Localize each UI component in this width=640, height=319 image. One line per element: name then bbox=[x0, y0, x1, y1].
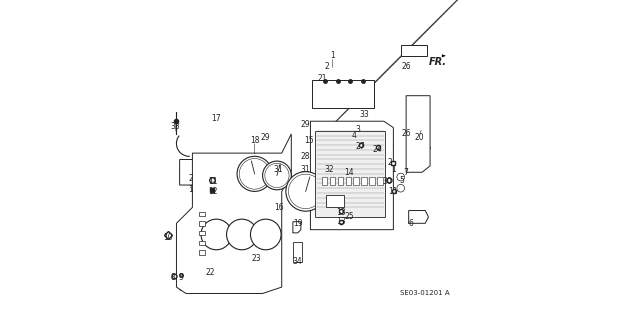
Text: FR.: FR. bbox=[428, 57, 446, 67]
Text: 1: 1 bbox=[330, 51, 335, 60]
Text: 27: 27 bbox=[355, 142, 365, 151]
Text: 29: 29 bbox=[301, 120, 310, 129]
Text: 11: 11 bbox=[209, 177, 218, 186]
Text: 1: 1 bbox=[188, 185, 193, 194]
Text: 26: 26 bbox=[401, 63, 411, 71]
Polygon shape bbox=[409, 211, 428, 223]
Text: 31: 31 bbox=[301, 165, 310, 174]
Text: 3: 3 bbox=[356, 125, 361, 134]
Bar bbox=[293, 242, 303, 262]
Text: SE03-01201 A: SE03-01201 A bbox=[401, 291, 450, 296]
Text: 11: 11 bbox=[388, 187, 398, 196]
Bar bbox=[337, 177, 343, 185]
Text: 16: 16 bbox=[274, 203, 284, 212]
Bar bbox=[353, 177, 359, 185]
Circle shape bbox=[265, 163, 289, 188]
Text: 1: 1 bbox=[391, 165, 396, 174]
Bar bbox=[200, 250, 205, 255]
Bar bbox=[401, 45, 427, 56]
Circle shape bbox=[397, 184, 404, 192]
Circle shape bbox=[227, 219, 257, 250]
Text: 12: 12 bbox=[209, 187, 218, 196]
Text: 19: 19 bbox=[293, 219, 303, 228]
Text: 24: 24 bbox=[372, 145, 382, 154]
Polygon shape bbox=[406, 96, 430, 172]
Circle shape bbox=[262, 161, 291, 190]
Polygon shape bbox=[310, 121, 394, 230]
Text: 21: 21 bbox=[318, 74, 327, 83]
Text: 33: 33 bbox=[360, 110, 369, 119]
Text: 14: 14 bbox=[344, 168, 353, 177]
Text: 13: 13 bbox=[337, 217, 346, 226]
Text: 4: 4 bbox=[352, 131, 357, 140]
Text: 13: 13 bbox=[337, 208, 346, 217]
Polygon shape bbox=[312, 80, 374, 108]
Bar bbox=[321, 177, 327, 185]
Text: 31: 31 bbox=[274, 165, 284, 174]
Text: 18: 18 bbox=[250, 136, 259, 145]
Text: 28: 28 bbox=[301, 152, 310, 161]
Circle shape bbox=[237, 156, 272, 191]
Text: 26: 26 bbox=[401, 130, 411, 138]
Text: 23: 23 bbox=[252, 254, 261, 263]
Text: 17: 17 bbox=[211, 114, 221, 122]
Text: 2: 2 bbox=[324, 63, 329, 71]
Text: 7: 7 bbox=[404, 168, 408, 177]
Bar bbox=[200, 241, 205, 245]
Text: 15: 15 bbox=[304, 136, 314, 145]
Text: 20: 20 bbox=[414, 133, 424, 142]
Text: 34: 34 bbox=[292, 257, 303, 266]
Bar bbox=[362, 177, 367, 185]
Bar bbox=[326, 195, 344, 207]
Polygon shape bbox=[180, 160, 199, 185]
Circle shape bbox=[201, 219, 232, 250]
Text: 9: 9 bbox=[179, 273, 184, 282]
Text: 25: 25 bbox=[344, 212, 354, 221]
Polygon shape bbox=[293, 222, 301, 233]
Text: 30: 30 bbox=[383, 177, 392, 186]
Text: 8: 8 bbox=[171, 273, 175, 282]
Bar bbox=[346, 177, 351, 185]
Text: 10: 10 bbox=[163, 233, 172, 242]
Text: 29: 29 bbox=[261, 133, 271, 142]
Circle shape bbox=[397, 173, 404, 181]
Text: 6: 6 bbox=[408, 219, 413, 228]
Text: 2: 2 bbox=[387, 158, 392, 167]
Circle shape bbox=[250, 219, 281, 250]
Text: 32: 32 bbox=[324, 165, 334, 174]
Circle shape bbox=[286, 172, 325, 211]
Polygon shape bbox=[442, 54, 446, 57]
Polygon shape bbox=[177, 134, 291, 293]
Bar bbox=[369, 177, 375, 185]
Bar bbox=[330, 177, 335, 185]
Text: 5: 5 bbox=[399, 176, 404, 185]
Text: 2: 2 bbox=[188, 174, 193, 183]
Bar bbox=[200, 221, 205, 226]
Circle shape bbox=[239, 159, 270, 189]
Bar bbox=[200, 212, 205, 216]
Text: 22: 22 bbox=[205, 268, 214, 277]
Bar bbox=[200, 231, 205, 235]
Circle shape bbox=[289, 174, 323, 209]
FancyBboxPatch shape bbox=[316, 131, 385, 217]
Text: 33: 33 bbox=[170, 122, 180, 130]
Bar bbox=[378, 177, 383, 185]
